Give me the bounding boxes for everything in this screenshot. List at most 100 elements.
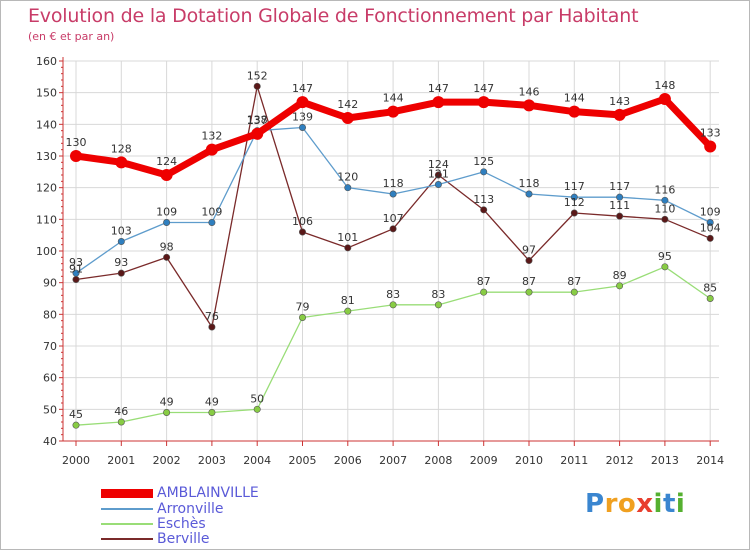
data-point-eschs xyxy=(344,307,352,315)
data-label: 117 xyxy=(564,180,585,193)
x-tick-label: 2013 xyxy=(651,454,679,467)
data-point-eschs xyxy=(208,408,216,416)
data-point-berville xyxy=(434,171,442,179)
data-point-berville xyxy=(616,212,624,220)
data-point-arronville xyxy=(298,124,306,132)
data-point-amblainville xyxy=(568,105,581,118)
data-label: 95 xyxy=(658,250,672,263)
data-label: 104 xyxy=(700,221,721,234)
data-point-eschs xyxy=(253,405,261,413)
y-tick-label: 100 xyxy=(36,245,57,258)
data-label: 144 xyxy=(564,92,585,105)
data-label: 93 xyxy=(114,256,128,269)
data-point-eschs xyxy=(389,301,397,309)
data-point-amblainville xyxy=(205,143,218,156)
data-point-eschs xyxy=(525,288,533,296)
data-label: 120 xyxy=(337,171,358,184)
y-tick-label: 80 xyxy=(43,308,57,321)
data-point-arronville xyxy=(389,190,397,198)
data-label: 124 xyxy=(428,158,449,171)
data-point-arronville xyxy=(706,219,714,227)
data-label: 146 xyxy=(519,85,540,98)
data-point-amblainville xyxy=(658,93,671,105)
x-tick-label: 2003 xyxy=(198,454,226,467)
data-label: 91 xyxy=(69,263,83,276)
data-label: 128 xyxy=(111,142,132,155)
x-tick-label: 2007 xyxy=(379,454,407,467)
legend-label-esches: Eschès xyxy=(157,516,206,532)
data-point-amblainville xyxy=(523,99,535,112)
x-tick-label: 2008 xyxy=(424,454,452,467)
data-point-berville xyxy=(117,269,125,277)
data-label: 107 xyxy=(383,212,404,225)
data-point-arronville xyxy=(570,193,578,201)
data-label: 50 xyxy=(250,392,264,405)
data-label: 46 xyxy=(114,405,128,418)
data-label: 93 xyxy=(69,256,83,269)
data-point-arronville xyxy=(616,193,624,201)
data-point-amblainville xyxy=(477,96,490,109)
data-point-eschs xyxy=(480,288,488,296)
data-point-berville xyxy=(344,244,352,252)
data-label: 138 xyxy=(247,114,268,127)
data-label: 117 xyxy=(609,180,630,193)
legend-swatch-berville xyxy=(101,538,153,540)
data-label: 132 xyxy=(201,130,222,143)
data-label: 83 xyxy=(386,288,400,301)
x-tick-label: 2004 xyxy=(243,454,271,467)
data-label: 110 xyxy=(654,202,675,215)
legend-label-berville: Berville xyxy=(157,531,210,547)
data-point-eschs xyxy=(72,421,80,429)
data-point-berville xyxy=(298,228,306,236)
x-tick-label: 2014 xyxy=(696,454,724,467)
data-point-arronville xyxy=(344,184,352,192)
data-label: 109 xyxy=(156,206,177,219)
data-label: 101 xyxy=(337,231,358,244)
data-label: 85 xyxy=(703,282,717,295)
data-label: 81 xyxy=(341,294,355,307)
data-point-berville xyxy=(706,234,714,242)
data-label: 89 xyxy=(613,269,627,282)
x-tick-label: 2006 xyxy=(334,454,362,467)
x-tick-label: 2011 xyxy=(560,454,588,467)
data-label: 76 xyxy=(205,310,219,323)
data-point-eschs xyxy=(434,301,442,309)
data-point-eschs xyxy=(616,282,624,290)
x-tick-label: 2012 xyxy=(606,454,634,467)
data-label: 137 xyxy=(247,114,268,127)
data-label: 106 xyxy=(292,215,313,228)
y-tick-label: 130 xyxy=(36,150,57,163)
data-label: 79 xyxy=(296,301,310,314)
data-label: 147 xyxy=(292,82,313,95)
data-point-amblainville xyxy=(251,127,264,140)
data-point-eschs xyxy=(117,418,125,426)
data-point-arronville xyxy=(72,269,80,277)
legend-swatch-esches xyxy=(101,523,153,525)
data-label: 98 xyxy=(160,240,174,253)
y-tick-label: 60 xyxy=(43,372,57,385)
y-tick-label: 50 xyxy=(43,403,57,416)
data-label: 139 xyxy=(292,111,313,124)
data-label: 118 xyxy=(383,177,404,190)
y-tick-label: 90 xyxy=(43,277,57,290)
chart-subtitle: (en € et par an) xyxy=(28,30,115,43)
data-point-arronville xyxy=(117,238,125,246)
data-point-amblainville xyxy=(387,105,400,118)
legend-item-berville: Berville xyxy=(101,531,210,547)
data-label: 124 xyxy=(156,155,177,168)
legend-swatch-arronville xyxy=(101,508,153,510)
data-point-arronville xyxy=(525,190,533,198)
data-label: 49 xyxy=(205,396,219,409)
data-label: 87 xyxy=(477,275,491,288)
data-point-berville xyxy=(661,215,669,223)
data-label: 87 xyxy=(522,275,536,288)
x-tick-label: 2000 xyxy=(62,454,90,467)
data-point-berville xyxy=(389,225,397,233)
data-point-berville xyxy=(208,323,216,331)
data-point-eschs xyxy=(298,313,306,321)
data-label: 121 xyxy=(428,168,449,181)
data-point-amblainville xyxy=(115,156,128,169)
data-point-amblainville xyxy=(296,96,309,109)
